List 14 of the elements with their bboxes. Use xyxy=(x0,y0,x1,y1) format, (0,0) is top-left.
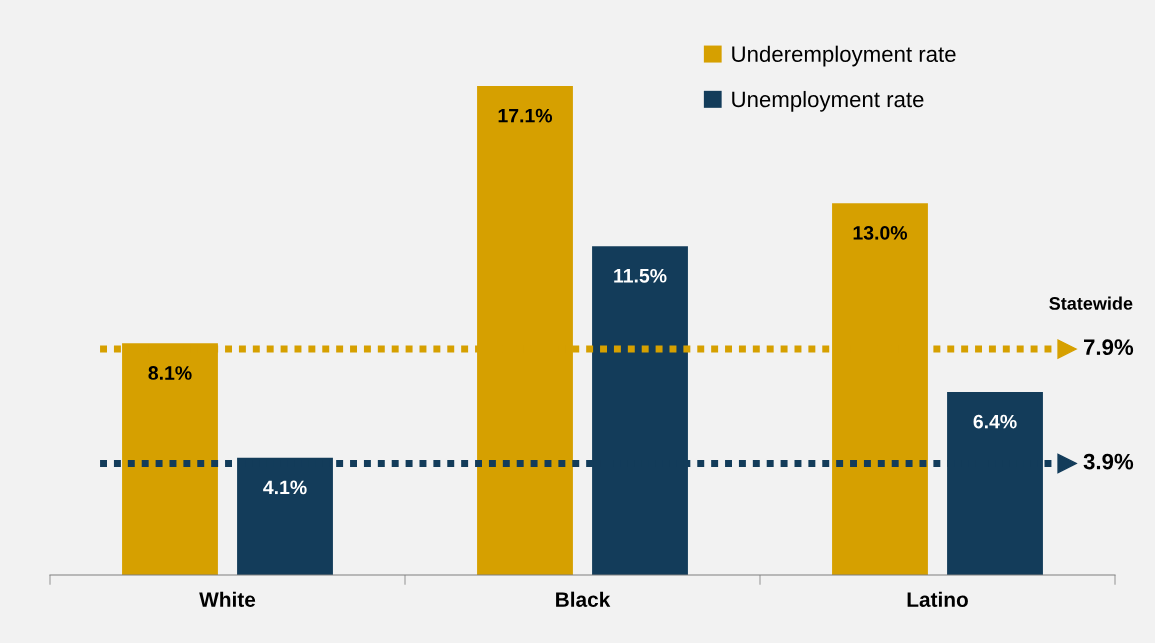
data-label: 13.0% xyxy=(853,225,908,240)
ref-line-label: 7.9% xyxy=(1084,339,1134,356)
data-label: 6.4% xyxy=(973,414,1017,429)
x-tick-label: White xyxy=(199,591,256,607)
data-label: 11.5% xyxy=(614,268,667,283)
data-label: 17.1% xyxy=(498,108,553,123)
annotation: Statewide xyxy=(1049,296,1133,310)
data-label: 4.1% xyxy=(263,480,307,495)
x-tick-label: Black xyxy=(556,591,611,607)
legend-label: Underemployment rate xyxy=(732,45,956,67)
legend-label: Unemployment rate xyxy=(732,90,924,112)
data-label: 8.1% xyxy=(148,366,192,380)
ref-line-label: 3.9% xyxy=(1083,453,1134,470)
x-tick-label: Latino xyxy=(907,591,968,607)
